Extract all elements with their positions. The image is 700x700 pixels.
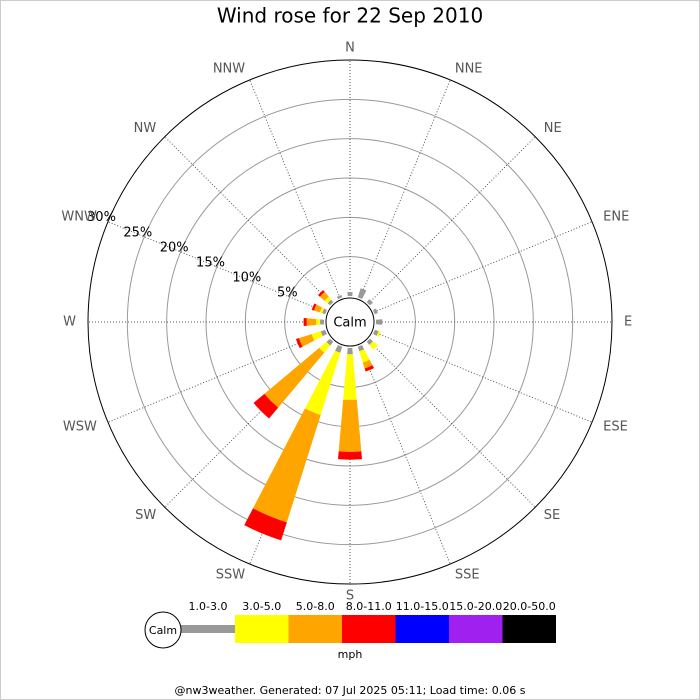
legend-label: 15.0-20.0 bbox=[449, 600, 502, 613]
bar-segment bbox=[336, 294, 343, 299]
bar-segment bbox=[369, 341, 378, 350]
bar-segment bbox=[322, 308, 327, 315]
legend-label: 5.0-8.0 bbox=[296, 600, 335, 613]
legend-swatch bbox=[449, 615, 503, 643]
direction-label: ESE bbox=[603, 419, 628, 434]
legend-swatch bbox=[235, 615, 289, 643]
legend-calm-label: Calm bbox=[149, 624, 177, 637]
r-tick-label: 20% bbox=[160, 240, 189, 255]
bar-segment bbox=[304, 350, 341, 416]
bar-segment bbox=[335, 345, 343, 353]
spoke bbox=[368, 136, 536, 304]
r-tick-label: 25% bbox=[123, 225, 152, 240]
calm-label: Calm bbox=[333, 316, 366, 331]
footer: @nw3weather. Generated: 07 Jul 2025 05:1… bbox=[175, 684, 526, 697]
bar-segment bbox=[338, 399, 362, 452]
bar-segment bbox=[253, 393, 279, 419]
bar-segment bbox=[316, 319, 321, 325]
legend-swatch bbox=[288, 615, 342, 643]
legend-calm-circle bbox=[144, 611, 182, 649]
bar-segment bbox=[373, 329, 379, 336]
direction-label: NNE bbox=[455, 61, 483, 76]
bar-segment bbox=[311, 331, 323, 341]
calm-circle bbox=[325, 297, 375, 347]
bar-segment bbox=[313, 304, 323, 313]
direction-label: SSE bbox=[455, 568, 480, 583]
r-tick-label: 10% bbox=[232, 270, 261, 285]
spoke bbox=[373, 331, 593, 423]
legend-label: 20.0-50.0 bbox=[503, 600, 556, 613]
bar-segment bbox=[347, 347, 353, 355]
legend-swatch bbox=[181, 625, 235, 633]
bar-segment bbox=[319, 341, 331, 353]
bar-segment bbox=[337, 451, 363, 460]
bar-segment bbox=[343, 354, 357, 400]
bar-segment bbox=[357, 345, 365, 352]
legend-label: 3.0-5.0 bbox=[242, 600, 281, 613]
bar-segment bbox=[318, 290, 325, 297]
spoke bbox=[359, 79, 451, 299]
grid-ring bbox=[166, 138, 534, 506]
bar-segment bbox=[357, 288, 367, 299]
bar-segment bbox=[311, 303, 317, 311]
bar-segment bbox=[362, 359, 373, 369]
direction-label: N bbox=[345, 41, 355, 56]
bar-segment bbox=[366, 338, 373, 345]
bar-segment bbox=[306, 318, 317, 326]
direction-label: SW bbox=[135, 508, 156, 523]
bar-segment bbox=[320, 329, 327, 337]
bar-segment bbox=[252, 408, 321, 523]
spoke bbox=[107, 221, 327, 313]
legend-label: 11.0-15.0 bbox=[396, 600, 449, 613]
direction-label: ENE bbox=[603, 210, 629, 225]
r-tick-label: 5% bbox=[277, 285, 298, 300]
legend-swatch bbox=[502, 615, 556, 643]
spoke bbox=[164, 136, 332, 304]
grid-ring bbox=[126, 98, 574, 546]
legend-swatch bbox=[342, 615, 396, 643]
direction-label: S bbox=[346, 589, 354, 604]
bar-segment bbox=[295, 338, 303, 349]
bar-segment bbox=[347, 292, 353, 297]
direction-label: WSW bbox=[63, 419, 97, 434]
spoke bbox=[107, 331, 327, 423]
bar-segment bbox=[327, 299, 334, 306]
bar-segment bbox=[320, 319, 325, 325]
legend-swatch bbox=[395, 615, 449, 643]
spoke bbox=[249, 79, 341, 299]
bar-segment bbox=[366, 299, 373, 306]
bar-segment bbox=[359, 349, 370, 363]
direction-label: WNW bbox=[61, 210, 97, 225]
spoke bbox=[368, 340, 536, 508]
bar-segment bbox=[303, 317, 307, 327]
bar-segment bbox=[326, 338, 334, 346]
bar-segment bbox=[244, 508, 287, 541]
bar-segment bbox=[264, 347, 325, 408]
bar-segment bbox=[298, 334, 315, 347]
direction-label: NW bbox=[134, 121, 157, 136]
spoke bbox=[359, 345, 451, 565]
bar-segment bbox=[364, 365, 374, 372]
bar-segment bbox=[319, 291, 329, 301]
direction-label: SE bbox=[544, 508, 560, 523]
legend-unit: mph bbox=[338, 648, 363, 661]
direction-label: W bbox=[63, 315, 76, 330]
direction-label: E bbox=[624, 315, 632, 330]
legend-label: 1.0-3.0 bbox=[189, 600, 228, 613]
r-tick-label: 15% bbox=[196, 255, 225, 270]
chart-title: Wind rose for 22 Sep 2010 bbox=[217, 4, 483, 28]
bar-segment bbox=[324, 296, 332, 304]
r-tick-label: 30% bbox=[87, 210, 116, 225]
direction-label: SSW bbox=[216, 568, 246, 583]
legend-label: 8.0-11.0 bbox=[346, 600, 392, 613]
spoke bbox=[373, 221, 593, 313]
direction-label: NE bbox=[544, 121, 562, 136]
grid-ring bbox=[87, 59, 613, 585]
direction-label: NNW bbox=[213, 61, 245, 76]
bar-segment bbox=[373, 308, 378, 315]
bar-segment bbox=[319, 307, 325, 314]
bar-segment bbox=[375, 319, 383, 325]
bar-segment bbox=[376, 331, 381, 337]
